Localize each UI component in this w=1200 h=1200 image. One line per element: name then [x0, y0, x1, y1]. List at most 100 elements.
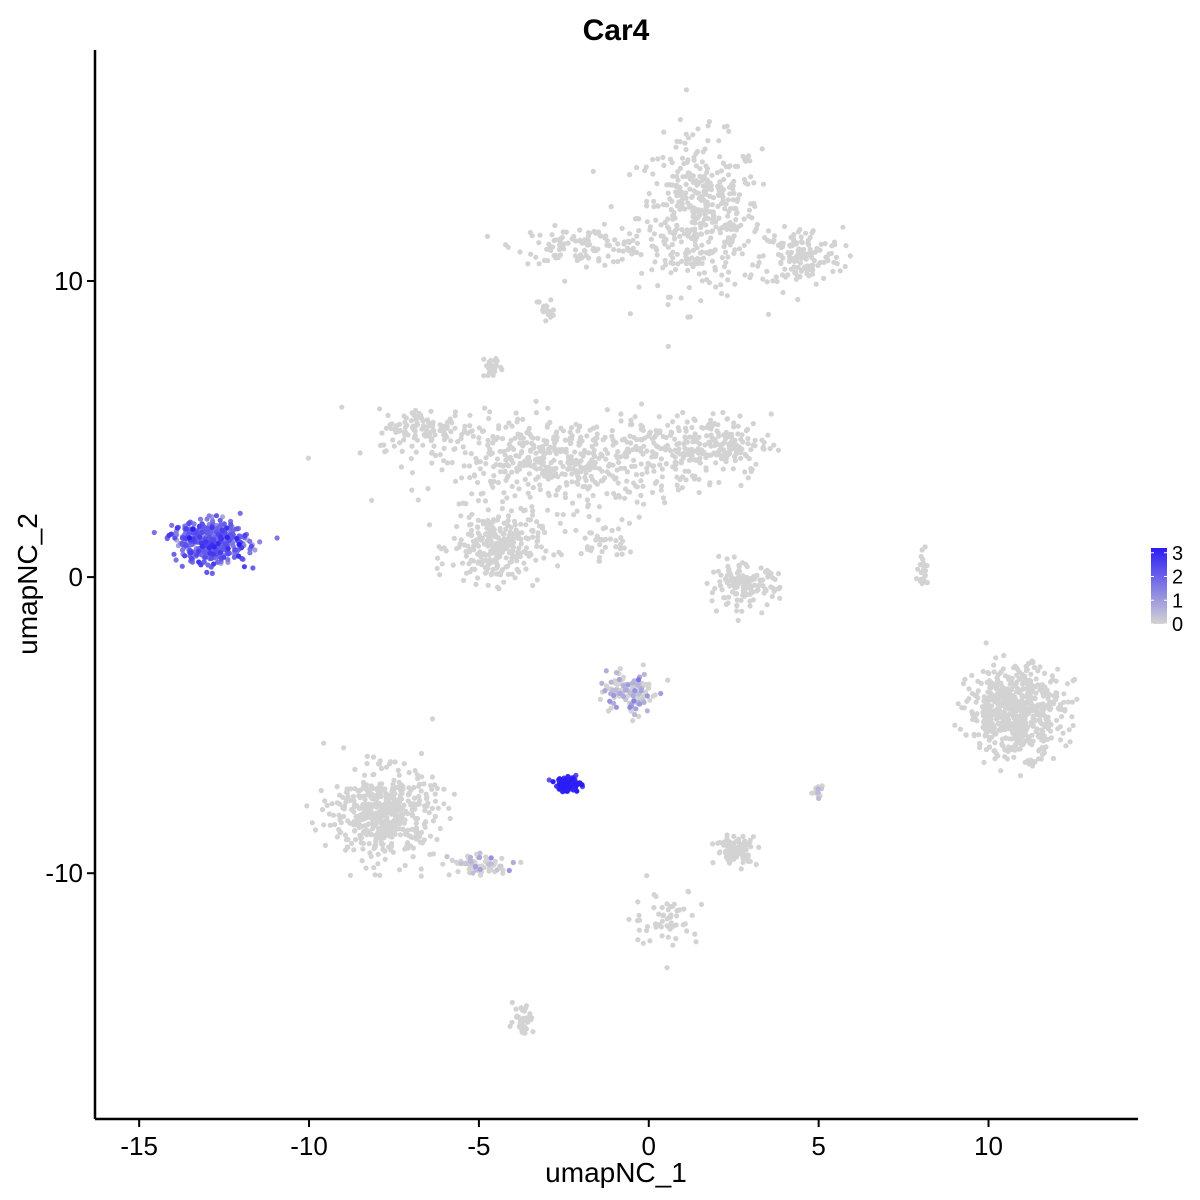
cell-point — [738, 597, 744, 604]
colorbar-gradient — [1151, 548, 1167, 624]
cell-point — [530, 484, 536, 491]
cell-point — [613, 687, 619, 693]
cell-point — [467, 854, 474, 861]
cell-point — [562, 491, 568, 497]
cell-point — [696, 476, 702, 482]
cell-point — [972, 692, 978, 699]
cell-point — [1055, 705, 1061, 711]
cell-point — [770, 278, 776, 284]
cell-point — [397, 832, 403, 838]
cell-point — [731, 851, 737, 857]
cell-point — [341, 803, 348, 810]
cell-point — [602, 544, 609, 550]
cell-point — [831, 239, 838, 245]
cell-point — [208, 555, 214, 562]
cell-point — [750, 262, 756, 268]
cell-point — [732, 247, 738, 253]
cell-point — [447, 815, 453, 822]
cell-point — [667, 196, 673, 202]
cell-point — [441, 445, 447, 451]
cell-point — [429, 422, 435, 428]
cell-point — [1055, 666, 1061, 672]
cell-point — [775, 251, 782, 258]
cell-point — [821, 275, 827, 281]
cell-point — [719, 587, 725, 593]
cell-point — [479, 535, 486, 541]
cell-point — [234, 526, 240, 532]
cell-point — [540, 308, 546, 314]
cell-point — [173, 557, 179, 563]
cell-point — [611, 700, 617, 706]
cell-point — [236, 553, 242, 559]
cell-point — [708, 235, 714, 241]
cell-point — [426, 810, 432, 816]
cell-point — [469, 491, 475, 497]
cell-point — [437, 427, 443, 434]
cell-point — [247, 538, 253, 545]
cell-point — [680, 409, 686, 416]
cell-point — [681, 906, 687, 912]
cell-point — [726, 164, 732, 170]
cell-point — [485, 582, 491, 588]
cell-point — [549, 232, 555, 238]
cell-point — [340, 794, 346, 801]
cell-point — [197, 516, 204, 522]
cell-point — [984, 716, 990, 722]
cell-point — [727, 431, 733, 437]
cell-point — [829, 243, 835, 249]
cell-point — [481, 865, 487, 871]
cell-point — [521, 560, 527, 566]
cell-point — [1037, 664, 1043, 670]
cell-point — [648, 236, 654, 242]
cell-point — [503, 546, 509, 552]
cell-point — [509, 999, 515, 1006]
cell-point — [659, 918, 666, 924]
cell-point — [179, 563, 185, 569]
cell-point — [465, 531, 471, 537]
cell-point — [562, 528, 568, 535]
cell-point — [395, 816, 402, 822]
cell-point — [673, 461, 679, 467]
cell-point — [651, 450, 657, 456]
cell-point — [712, 247, 718, 253]
cell-point — [658, 690, 664, 697]
cell-point — [980, 668, 986, 675]
cell-point — [594, 533, 600, 539]
cell-point — [490, 433, 496, 440]
cell-point — [481, 356, 487, 362]
cell-point — [712, 264, 718, 271]
cell-point — [359, 858, 365, 864]
cell-point — [379, 822, 385, 829]
cell-point — [986, 744, 993, 750]
cell-point — [232, 547, 238, 553]
cell-point — [431, 443, 437, 449]
cell-point — [1048, 721, 1054, 728]
cell-point — [632, 216, 639, 222]
cell-point — [378, 793, 384, 800]
cell-point — [636, 927, 642, 933]
cell-point — [716, 479, 722, 486]
cell-point — [1034, 726, 1040, 732]
cell-point — [439, 561, 445, 567]
cell-point — [534, 519, 540, 525]
cell-point — [636, 284, 642, 290]
cell-point — [754, 221, 761, 228]
cell-point — [736, 836, 742, 842]
cell-point — [605, 450, 611, 456]
cell-point — [515, 530, 522, 536]
cell-point — [961, 705, 968, 711]
cell-point — [1011, 731, 1017, 737]
cell-point — [614, 467, 620, 473]
cell-point — [441, 801, 447, 807]
cell-point — [1014, 672, 1020, 678]
cell-point — [400, 811, 406, 817]
cell-point — [627, 172, 633, 178]
cell-point — [704, 580, 710, 587]
cell-point — [679, 227, 685, 233]
cell-point — [1001, 709, 1007, 715]
cell-point — [584, 544, 591, 550]
cell-point — [665, 190, 671, 196]
cell-point — [565, 466, 571, 472]
cell-point — [166, 532, 172, 538]
cell-point — [683, 146, 689, 153]
